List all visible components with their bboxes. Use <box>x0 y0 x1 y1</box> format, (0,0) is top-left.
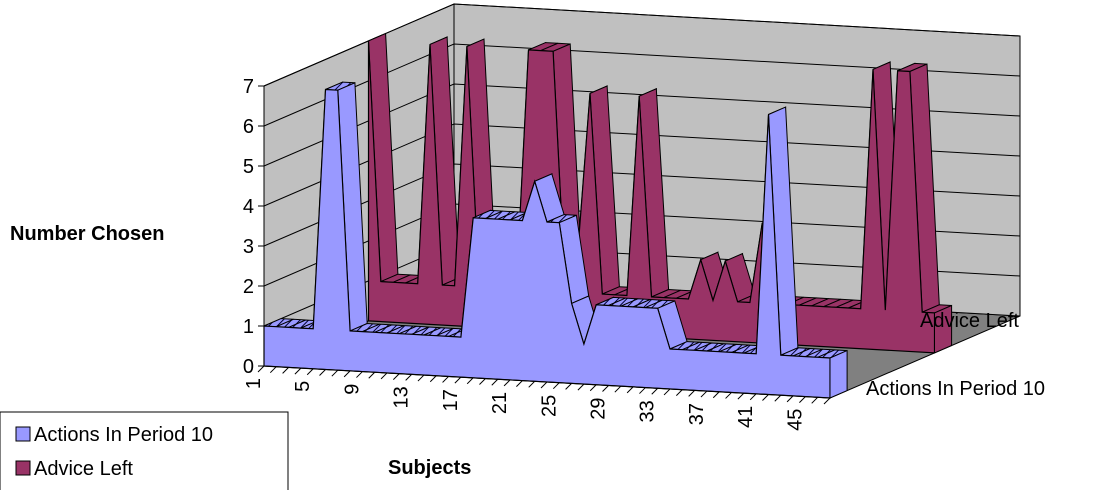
depth-label-actions: Actions In Period 10 <box>866 378 1045 400</box>
x-tick <box>712 391 720 399</box>
y-tick-label: 2 <box>243 276 254 298</box>
x-tick-label: 33 <box>637 400 659 422</box>
x-tick-label: 41 <box>735 406 757 428</box>
y-tick-label: 7 <box>243 76 254 98</box>
x-tick <box>725 392 732 399</box>
x-tick <box>675 389 683 397</box>
x-tick <box>442 376 449 383</box>
area-front-face <box>263 88 831 399</box>
x-tick-label: 13 <box>391 386 413 408</box>
x-tick <box>663 388 671 396</box>
x-tick-label: 45 <box>784 409 806 431</box>
x-tick <box>774 394 782 402</box>
x-tick-label: 5 <box>292 381 314 392</box>
x-tick <box>737 392 745 400</box>
y-tick-label: 4 <box>243 196 254 218</box>
x-tick-label: 1 <box>243 378 265 389</box>
x-tick <box>528 380 536 388</box>
x-tick <box>319 369 326 376</box>
x-tick <box>503 379 511 387</box>
x-tick <box>516 380 523 387</box>
x-tick <box>552 382 560 390</box>
x-tick <box>540 381 548 389</box>
x-tick <box>454 376 462 384</box>
area-end-cap <box>829 349 848 399</box>
x-tick <box>392 373 400 381</box>
gridline <box>263 3 1021 87</box>
x-tick-label: 37 <box>686 403 708 425</box>
legend-box <box>0 411 289 490</box>
series-actions-in-period-10 <box>263 81 848 399</box>
y-tick-label: 3 <box>243 236 254 258</box>
x-tick <box>589 384 597 392</box>
x-tick-label: 29 <box>588 398 610 420</box>
x-tick <box>786 395 794 403</box>
depth-label-advice-left: Advice Left <box>920 310 1019 332</box>
x-tick <box>602 385 609 392</box>
x-tick-label: 9 <box>341 384 363 395</box>
y-tick-label: 0 <box>243 356 254 378</box>
x-tick-label: 17 <box>440 389 462 411</box>
x-tick <box>282 367 289 374</box>
legend-swatch-actions <box>15 426 31 442</box>
x-tick <box>626 386 634 394</box>
legend-swatch-advice <box>15 460 31 476</box>
area-front-face <box>367 40 936 354</box>
x-tick-label: 25 <box>538 395 560 417</box>
x-tick <box>823 397 831 405</box>
x-tick <box>417 374 425 382</box>
x-tick <box>651 387 659 395</box>
area-end-cap <box>934 304 953 354</box>
x-tick <box>700 390 708 398</box>
x-tick <box>762 394 769 401</box>
x-tick <box>577 383 585 391</box>
x-tick <box>811 396 819 404</box>
x-tick <box>614 385 622 393</box>
y-tick-label: 6 <box>243 116 254 138</box>
x-tick <box>479 378 486 385</box>
x-tick <box>405 373 413 381</box>
x-tick <box>688 389 696 397</box>
x-tick <box>639 387 646 394</box>
x-tick <box>257 365 265 373</box>
x-tick-label: 21 <box>489 392 511 414</box>
x-tick <box>331 369 339 377</box>
legend-label-actions: Actions In Period 10 <box>34 424 213 446</box>
x-tick <box>343 370 351 378</box>
x-tick <box>368 371 376 379</box>
x-tick <box>294 367 302 375</box>
y-tick-label: 5 <box>243 156 254 178</box>
x-tick <box>380 372 388 380</box>
x-tick <box>466 377 474 385</box>
legend-label-advice: Advice Left <box>34 458 133 480</box>
x-tick <box>356 371 363 378</box>
x-axis-title: Subjects <box>388 457 471 479</box>
legend: Actions In Period 10 Advice Left <box>0 411 289 490</box>
x-tick <box>306 368 314 376</box>
y-tick-label: 1 <box>243 316 254 338</box>
y-axis-title: Number Chosen <box>10 223 164 245</box>
x-tick <box>429 375 437 383</box>
x-tick <box>749 393 757 401</box>
x-tick <box>269 366 277 374</box>
x-tick <box>799 396 806 403</box>
x-tick <box>565 383 572 390</box>
x-tick <box>491 378 499 386</box>
